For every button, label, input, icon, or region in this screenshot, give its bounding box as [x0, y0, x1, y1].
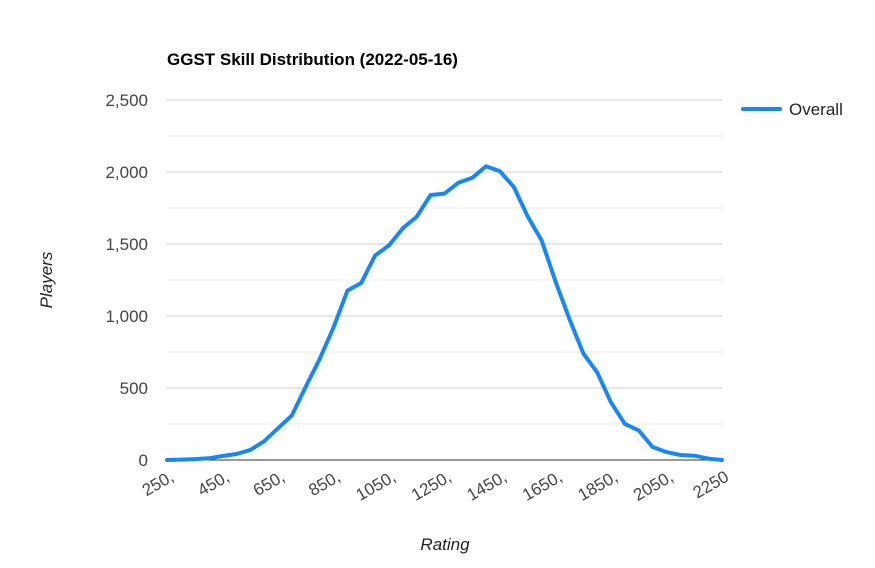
y-tick-label: 500: [120, 379, 148, 398]
y-axis-ticks: 0 500 1,000 1,500 2,000 2,500: [105, 91, 148, 470]
gridlines: [167, 99, 722, 461]
y-tick-label: 2,000: [105, 163, 148, 182]
series-layer: [165, 164, 724, 462]
y-tick-label: 2,500: [105, 91, 148, 110]
series-line-overall: [165, 164, 724, 462]
legend-label-overall: Overall: [789, 100, 843, 119]
y-tick-label: 0: [139, 451, 148, 470]
chart-title: GGST Skill Distribution (2022-05-16): [167, 50, 458, 69]
legend: Overall: [741, 100, 843, 119]
y-tick-label: 1,000: [105, 307, 148, 326]
x-axis-title: Rating: [420, 535, 470, 554]
y-tick-label: 1,500: [105, 235, 148, 254]
y-axis-title: Players: [37, 251, 56, 308]
